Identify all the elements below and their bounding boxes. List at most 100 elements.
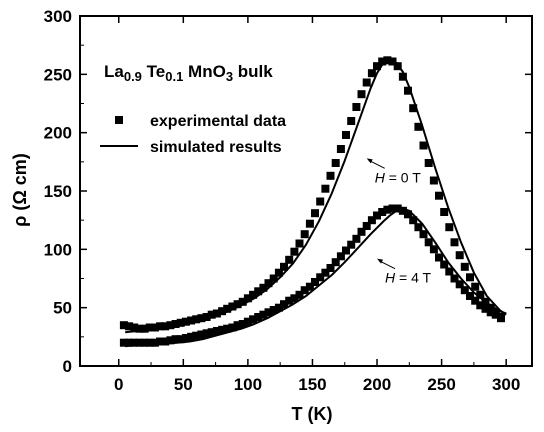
data-point [269, 306, 278, 314]
data-point [285, 296, 294, 305]
data-point [156, 337, 165, 346]
data-point [362, 78, 371, 87]
sample-label-part: MnO [183, 62, 226, 81]
data-point [259, 310, 268, 319]
data-point [290, 247, 299, 256]
data-point [321, 184, 330, 193]
data-point [367, 69, 376, 78]
y-axis-label: ρ (Ω cm) [10, 153, 30, 227]
data-point [161, 337, 170, 346]
sample-label-part: 3 [226, 69, 233, 84]
annotations: H = 0 T H = 4 T [366, 158, 432, 286]
data-point [409, 104, 418, 113]
sample-label-part: Te [142, 62, 165, 81]
data-point [409, 216, 418, 225]
data-point [326, 264, 335, 272]
data-point [398, 206, 407, 215]
data-point [316, 197, 325, 206]
sample-label-part: 0.9 [124, 69, 142, 84]
legend-label-experimental: experimental data [150, 113, 286, 130]
annotation-arrowhead [377, 258, 384, 264]
data-point [435, 191, 443, 200]
data-point [476, 301, 485, 310]
data-point [450, 274, 459, 283]
data-point [166, 336, 175, 345]
annotation-symbol: H [385, 270, 396, 286]
data-point [429, 176, 438, 185]
y-tick-label: 0 [63, 357, 72, 376]
data-point [393, 204, 402, 213]
data-point [362, 222, 371, 230]
x-tick-label: 300 [492, 375, 520, 394]
data-point [486, 308, 495, 317]
data-point [274, 268, 283, 277]
data-point [414, 122, 423, 131]
legend-label-simulated: simulated results [150, 139, 282, 156]
data-point [254, 313, 263, 321]
data-point [274, 303, 283, 312]
data-point [145, 323, 154, 332]
data-point [471, 296, 480, 305]
data-point [181, 317, 190, 326]
data-point [156, 322, 165, 331]
data-point [445, 223, 454, 232]
data-point [321, 268, 330, 277]
x-tick-label: 250 [427, 375, 455, 394]
data-point [171, 320, 180, 328]
data-point [460, 262, 469, 271]
data-point [331, 159, 340, 167]
data-point [378, 57, 387, 66]
data-point [352, 103, 361, 111]
data-point [233, 321, 242, 330]
legend-marker-experimental [115, 116, 123, 124]
x-tick-label: 100 [234, 375, 262, 394]
data-point [450, 238, 459, 247]
data-point [466, 273, 474, 282]
data-point [130, 338, 139, 347]
data-point [331, 258, 340, 267]
data-point [202, 329, 211, 338]
data-point [254, 287, 263, 296]
data-point [404, 210, 412, 219]
data-point [187, 332, 196, 341]
data-point [202, 313, 211, 321]
data-point [228, 302, 237, 311]
data-point [223, 304, 232, 313]
data-point [176, 335, 185, 344]
legend: experimental data simulated results [100, 113, 286, 156]
x-tick-label: 200 [363, 375, 391, 394]
annotation-label: H = 0 T [375, 169, 422, 185]
data-point [373, 211, 381, 220]
y-tick-label: 300 [44, 7, 72, 26]
data-point [295, 239, 304, 248]
series-line [125, 58, 507, 334]
data-point [223, 324, 232, 333]
data-point [481, 297, 490, 306]
data-point [486, 303, 495, 312]
data-point [125, 322, 134, 331]
data-point [378, 208, 387, 216]
annotation-value: = 4 T [395, 270, 431, 286]
data-point [290, 294, 299, 303]
data-point [218, 325, 227, 334]
x-tick-label: 0 [114, 375, 123, 394]
data-point [207, 328, 216, 337]
data-point [264, 279, 273, 288]
data-point [455, 280, 464, 289]
data-point [280, 300, 288, 309]
data-point [207, 310, 216, 319]
data-point [326, 171, 335, 180]
data-point [419, 230, 428, 239]
sample-label: La0.9 Te0.1 MnO3 bulk [104, 62, 273, 84]
data-point [476, 290, 485, 299]
data-point [300, 230, 309, 239]
data-point [259, 283, 268, 292]
data-point [367, 216, 376, 225]
data-point [249, 290, 258, 299]
data-point [197, 330, 206, 339]
data-point [140, 338, 149, 347]
y-tick-label: 150 [44, 182, 72, 201]
data-point [388, 57, 397, 66]
data-point [192, 315, 201, 324]
